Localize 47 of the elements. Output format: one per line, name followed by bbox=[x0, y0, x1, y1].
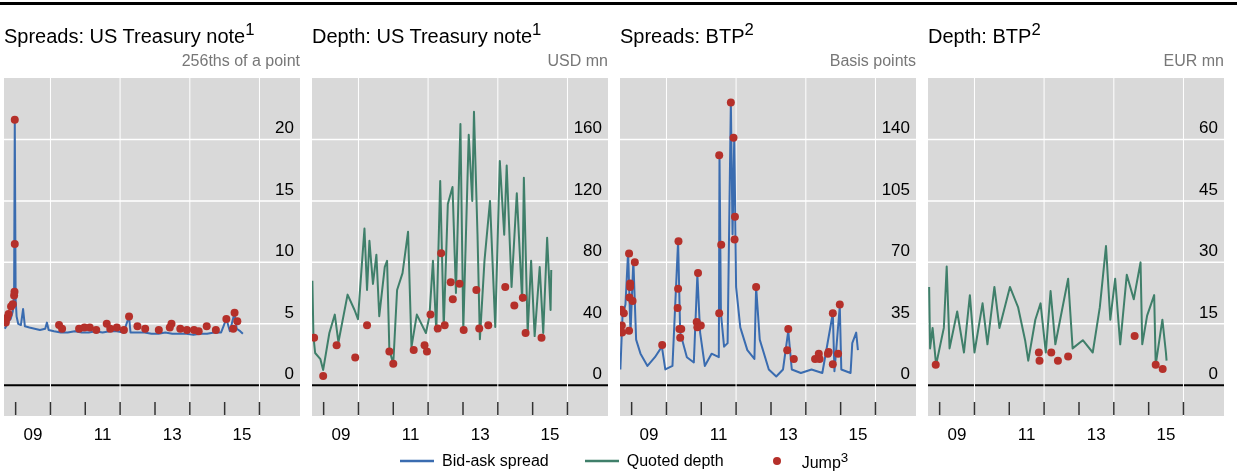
x-tick-label: 11 bbox=[401, 425, 420, 444]
y-tick-label: 30 bbox=[1199, 241, 1218, 261]
chart-title: Depth: US Treasury note$^{1}$ bbox=[312, 19, 543, 49]
y-tick-label: 140 bbox=[881, 118, 910, 138]
x-tick-label: 09 bbox=[947, 425, 967, 444]
y-tick-label: 15 bbox=[275, 179, 294, 199]
y-tick-label: 105 bbox=[881, 179, 910, 199]
y-tick-label: 160 bbox=[573, 118, 602, 138]
y-tick-label: 0 bbox=[284, 364, 294, 384]
y-tick-label: 0 bbox=[900, 364, 910, 384]
chart-title: Spreads: US Treasury note$^{1}$ bbox=[4, 19, 256, 49]
y-tick-label: 80 bbox=[583, 241, 602, 261]
y-axis-title: Basis points bbox=[828, 52, 916, 71]
legend-label: Jump$^{3}$ bbox=[801, 450, 849, 473]
x-tick-label: 15 bbox=[232, 425, 252, 444]
y-tick-label: 0 bbox=[592, 364, 602, 384]
y-tick-label: 20 bbox=[275, 118, 294, 138]
y-tick-label: 35 bbox=[891, 302, 910, 322]
y-tick-label: 60 bbox=[1199, 118, 1218, 138]
x-tick-label: 11 bbox=[709, 425, 728, 444]
x-tick-label: 11 bbox=[1017, 425, 1036, 444]
y-axis-title: 256ths of a point bbox=[180, 52, 300, 71]
chart-title: Depth: BTP$^{2}$ bbox=[928, 19, 1042, 49]
x-tick-label: 11 bbox=[93, 425, 112, 444]
x-tick-label: 09 bbox=[639, 425, 659, 444]
x-tick-label: 09 bbox=[23, 425, 43, 444]
y-tick-label: 120 bbox=[573, 179, 602, 199]
y-tick-label: 15 bbox=[1199, 302, 1218, 322]
x-tick-label: 13 bbox=[470, 425, 490, 444]
chart-title: Spreads: BTP$^{2}$ bbox=[620, 19, 755, 49]
x-tick-label: 09 bbox=[331, 425, 351, 444]
y-tick-label: 5 bbox=[284, 302, 294, 322]
y-tick-label: 0 bbox=[1208, 364, 1218, 384]
x-tick-label: 15 bbox=[1156, 425, 1176, 444]
legend-label: Quoted depth bbox=[626, 452, 724, 471]
x-tick-label: 15 bbox=[848, 425, 868, 444]
y-tick-label: 45 bbox=[1199, 179, 1218, 199]
y-tick-label: 70 bbox=[891, 241, 910, 261]
x-tick-label: 13 bbox=[1086, 425, 1106, 444]
y-axis-title: EUR mn bbox=[1162, 52, 1224, 71]
y-axis-title: USD mn bbox=[546, 52, 608, 71]
x-tick-label: 13 bbox=[778, 425, 798, 444]
y-tick-label: 40 bbox=[583, 302, 602, 322]
y-tick-label: 10 bbox=[275, 241, 294, 261]
x-tick-label: 15 bbox=[540, 425, 560, 444]
x-tick-label: 13 bbox=[162, 425, 182, 444]
legend-label: Bid-ask spread bbox=[442, 452, 549, 471]
